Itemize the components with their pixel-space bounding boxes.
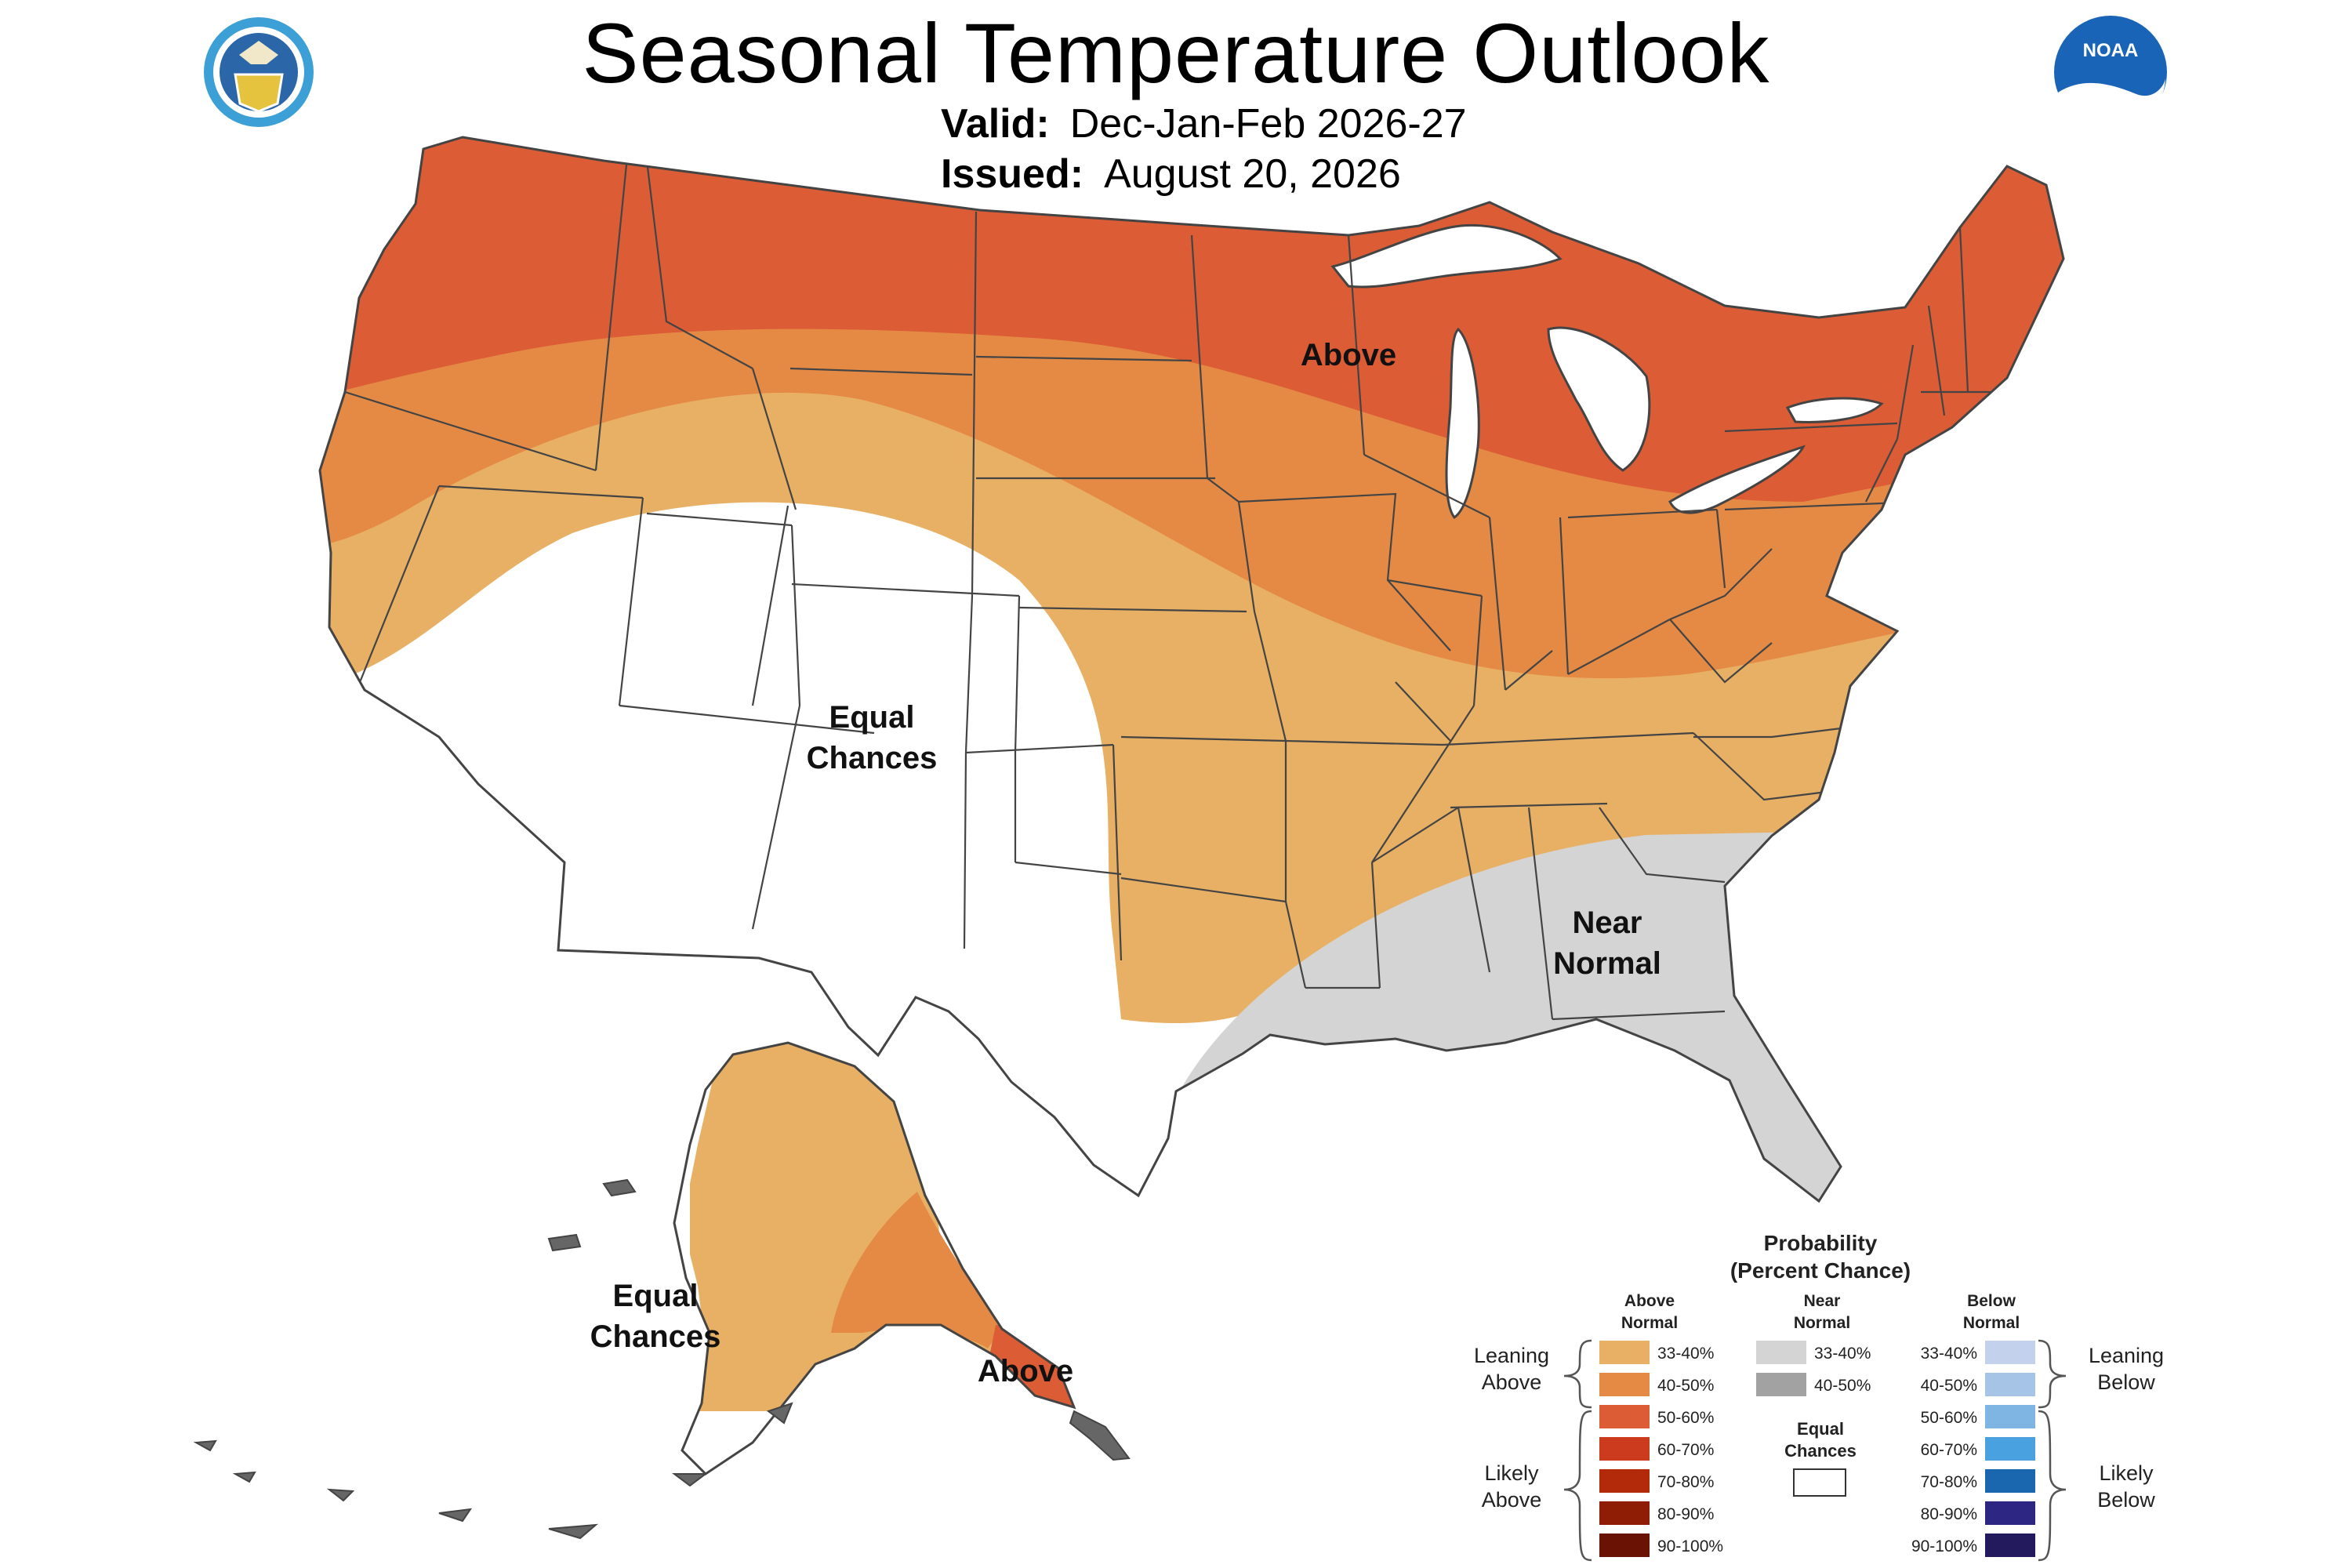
- leaning-above-line2: Above: [1482, 1370, 1542, 1394]
- legend-below-label-2: 50-60%: [1921, 1409, 1977, 1427]
- lake-erie: [1668, 445, 1806, 514]
- legend-braces: [1563, 1339, 2067, 1562]
- label-equal-west-line1: Equal: [829, 700, 915, 735]
- likely-above-line1: Likely: [1484, 1461, 1539, 1485]
- conus-outlook: [320, 137, 2063, 1201]
- legend-below-label-6: 90-100%: [1911, 1537, 1977, 1555]
- above-header-line1: Above: [1624, 1292, 1675, 1310]
- legend-below-swatch-0: [1985, 1341, 2035, 1364]
- issued-label: Issued:: [941, 151, 1084, 197]
- legend-near-swatches: 33-40% 40-50%: [1756, 1341, 1871, 1396]
- legend-below-swatch-4: [1985, 1469, 2035, 1493]
- lake-ontario: [1785, 397, 1884, 423]
- issue-date: Issued: August 20, 2026: [941, 151, 1401, 198]
- valid-period: Valid: Dec-Jan-Feb 2026-27: [941, 100, 1467, 147]
- lake-superior: [1330, 223, 1563, 289]
- legend-above-label-1: 40-50%: [1657, 1377, 1714, 1395]
- legend-near-label-0: 33-40%: [1814, 1345, 1871, 1363]
- legend-above-swatch-2: [1599, 1405, 1650, 1428]
- alaska-above-40-50-zone: [831, 1192, 1004, 1348]
- below-header-line2: Normal: [1963, 1314, 2020, 1332]
- likely-below-line2: Below: [2097, 1488, 2155, 1512]
- legend-below-swatches: 33-40% 40-50% 50-60% 60-70% 70-80% 80-90% 90-1…: [1911, 1341, 2035, 1557]
- equal-chances-line1: Equal: [1797, 1419, 1844, 1439]
- legend-above-label-6: 90-100%: [1657, 1537, 1723, 1555]
- lake-michigan: [1445, 327, 1480, 520]
- legend-below-label-1: 40-50%: [1921, 1377, 1977, 1395]
- legend-near-swatch-0: [1756, 1341, 1806, 1364]
- label-equal-alaska-line2: Chances: [590, 1319, 721, 1354]
- leaning-above-line1: Leaning: [1474, 1344, 1549, 1367]
- noaa-logo-icon: NOAA: [2054, 16, 2167, 130]
- legend-above-label-3: 60-70%: [1657, 1441, 1714, 1459]
- legend-near-swatch-1: [1756, 1373, 1806, 1396]
- alaska-islands: [193, 1178, 1131, 1540]
- valid-label: Valid:: [941, 101, 1050, 147]
- label-near-normal-line2: Normal: [1553, 946, 1661, 981]
- valid-value: Dec-Jan-Feb 2026-27: [1069, 101, 1467, 147]
- label-near-normal-line1: Near: [1573, 906, 1642, 940]
- leaning-below-line2: Below: [2097, 1370, 2155, 1394]
- legend-below-label-3: 60-70%: [1921, 1441, 1977, 1459]
- probability-legend: Probability (Percent Chance) Above Norma…: [1474, 1231, 2164, 1562]
- legend-above-swatch-5: [1599, 1501, 1650, 1525]
- legend-near-label-1: 40-50%: [1814, 1377, 1871, 1395]
- map-title: Seasonal Temperature Outlook: [582, 5, 1770, 100]
- noaa-logo-text: NOAA: [2083, 40, 2139, 61]
- equal-chances-line2: Chances: [1784, 1441, 1857, 1461]
- legend-below-swatch-6: [1985, 1534, 2035, 1557]
- likely-above-line2: Above: [1482, 1488, 1542, 1512]
- label-equal-west-line2: Chances: [807, 741, 938, 775]
- legend-below-label-0: 33-40%: [1921, 1345, 1977, 1363]
- above-header-line2: Normal: [1621, 1314, 1678, 1332]
- commerce-seal-icon: [204, 17, 314, 127]
- legend-above-swatch-6: [1599, 1534, 1650, 1557]
- legend-above-swatch-3: [1599, 1437, 1650, 1461]
- legend-title-line1: Probability: [1764, 1231, 1878, 1255]
- legend-above-swatch-1: [1599, 1373, 1650, 1396]
- legend-below-swatch-3: [1985, 1437, 2035, 1461]
- legend-above-swatches: 33-40% 40-50% 50-60% 60-70% 70-80% 80-90% 90-1…: [1599, 1341, 1723, 1557]
- legend-below-swatch-1: [1985, 1373, 2035, 1396]
- legend-above-label-2: 50-60%: [1657, 1409, 1714, 1427]
- below-header-line1: Below: [1967, 1292, 2016, 1310]
- label-equal-alaska-line1: Equal: [613, 1279, 699, 1313]
- legend-below-swatch-5: [1985, 1501, 2035, 1525]
- legend-above-label-5: 80-90%: [1657, 1505, 1714, 1523]
- legend-above-swatch-0: [1599, 1341, 1650, 1364]
- leaning-below-line1: Leaning: [2089, 1344, 2164, 1367]
- legend-above-label-4: 70-80%: [1657, 1473, 1714, 1491]
- legend-above-label-0: 33-40%: [1657, 1345, 1714, 1363]
- legend-above-swatch-4: [1599, 1469, 1650, 1493]
- legend-below-swatch-2: [1985, 1405, 2035, 1428]
- legend-below-label-5: 80-90%: [1921, 1505, 1977, 1523]
- equal-chances-swatch: [1793, 1468, 1846, 1497]
- issued-value: August 20, 2026: [1104, 151, 1401, 197]
- label-above-north: Above: [1301, 338, 1396, 372]
- near-header-line1: Near: [1804, 1292, 1841, 1310]
- great-lakes: [1330, 223, 1884, 520]
- near-header-line2: Normal: [1794, 1314, 1850, 1332]
- likely-below-line1: Likely: [2099, 1461, 2154, 1485]
- lake-huron: [1547, 326, 1651, 472]
- label-above-alaska: Above: [978, 1354, 1073, 1388]
- legend-title-line2: (Percent Chance): [1730, 1258, 1911, 1283]
- legend-below-label-4: 70-80%: [1921, 1473, 1977, 1491]
